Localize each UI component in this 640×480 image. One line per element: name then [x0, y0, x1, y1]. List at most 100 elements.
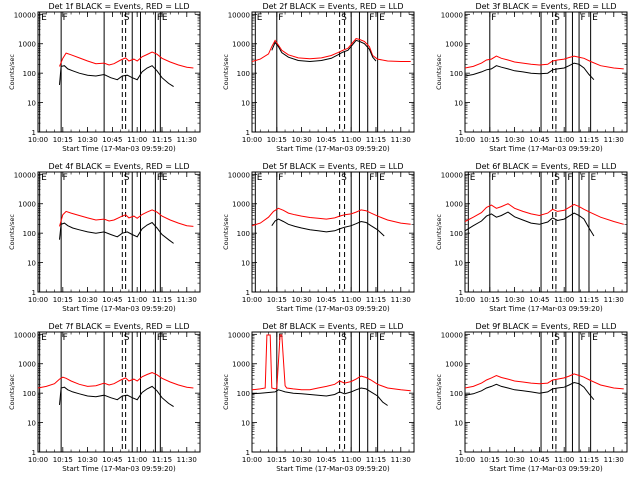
event-marker-label: F [369, 13, 374, 23]
panel-det-2: Det 2f BLACK = Events, RED = LLD 1 10 100 10… [222, 2, 415, 153]
x-tick-label: 11:00 [554, 296, 574, 304]
y-tick-label: 10000 [14, 331, 36, 339]
plot-frame [37, 171, 201, 293]
x-tick-label: 11:30 [604, 456, 624, 464]
x-tick-label: 10:00 [28, 296, 48, 304]
event-marker-label: E [590, 173, 596, 183]
x-axis-label: Start Time (17-Mar-03 09:59:20) [276, 465, 390, 473]
x-tick-label: 10:15 [53, 296, 73, 304]
x-tick-label: 11:30 [177, 296, 197, 304]
x-tick-label: 10:30 [77, 136, 97, 144]
events-series-line [59, 65, 174, 88]
lld-series-line [59, 209, 194, 227]
event-marker-label: E [592, 333, 598, 343]
y-axis-label: Counts/sec [435, 54, 443, 90]
y-tick-label: 10 [241, 100, 250, 108]
y-axis-label: Counts/sec [222, 374, 230, 410]
y-tick-label: 1 [459, 449, 463, 457]
y-tick-label: 1 [32, 289, 36, 297]
event-marker-label: S [124, 173, 130, 183]
plot-frame [464, 11, 628, 133]
events-series-line [59, 221, 174, 244]
event-marker-label: F [157, 173, 162, 183]
y-tick-label: 10 [27, 260, 36, 268]
lld-series-line [59, 51, 194, 69]
event-marker-label: S [124, 13, 130, 23]
x-tick-label: 11:00 [127, 456, 147, 464]
x-axis-label: Start Time (17-Mar-03 09:59:20) [489, 305, 603, 313]
x-tick-label: 10:00 [28, 136, 48, 144]
x-tick-label: 10:00 [242, 456, 262, 464]
y-tick-label: 1000 [445, 41, 463, 49]
x-tick-label: 11:15 [579, 296, 599, 304]
x-tick-label: 10:00 [242, 296, 262, 304]
x-tick-label: 11:30 [391, 296, 411, 304]
y-tick-label: 1 [246, 449, 250, 457]
events-series-line [271, 218, 385, 237]
panel-det-1: Det 1f BLACK = Events, RED = LLD 1 10 100 10… [8, 2, 201, 153]
x-tick-label: 10:30 [504, 136, 524, 144]
y-tick-label: 10 [27, 420, 36, 428]
x-tick-label: 10:30 [77, 456, 97, 464]
y-tick-label: 1000 [18, 361, 36, 369]
x-tick-label: 11:30 [177, 136, 197, 144]
event-marker-label: E [592, 13, 598, 23]
event-marker-label: S [124, 333, 130, 343]
events-series-line [464, 62, 595, 81]
event-marker-label: E [41, 173, 47, 183]
event-marker-label: F [157, 333, 162, 343]
x-tick-label: 10:45 [529, 296, 549, 304]
y-tick-label: 10000 [14, 11, 36, 19]
x-tick-label: 11:30 [604, 296, 624, 304]
panel-det-8: Det 8f BLACK = Events, RED = LLD 1 10 100 10… [222, 322, 415, 473]
lld-series-line [251, 38, 411, 62]
event-marker-label: E [162, 13, 168, 23]
x-axis-label: Start Time (17-Mar-03 09:59:20) [62, 145, 176, 153]
y-tick-label: 10000 [228, 331, 250, 339]
event-marker-label: F [581, 13, 586, 23]
x-tick-label: 11:00 [341, 296, 361, 304]
lld-series-line [464, 373, 624, 390]
x-tick-label: 10:15 [480, 136, 500, 144]
x-tick-label: 10:45 [529, 136, 549, 144]
x-tick-label: 10:00 [242, 136, 262, 144]
x-tick-label: 11:15 [152, 296, 172, 304]
event-marker-label: E [41, 333, 47, 343]
event-marker-label: E [257, 13, 263, 23]
x-tick-label: 11:15 [579, 136, 599, 144]
x-tick-label: 10:15 [267, 136, 287, 144]
event-marker-label: S [341, 333, 347, 343]
panel-title: Det 6f BLACK = Events, RED = LLD [475, 162, 616, 171]
x-tick-label: 10:00 [28, 456, 48, 464]
y-tick-label: 10000 [228, 171, 250, 179]
x-tick-label: 10:45 [316, 296, 336, 304]
y-tick-label: 10 [27, 100, 36, 108]
panel-title: Det 1f BLACK = Events, RED = LLD [48, 2, 189, 11]
y-tick-label: 100 [237, 70, 250, 78]
x-tick-label: 10:30 [504, 456, 524, 464]
x-tick-label: 10:15 [267, 456, 287, 464]
y-tick-label: 100 [237, 390, 250, 398]
event-marker-label: E [257, 173, 263, 183]
x-tick-label: 11:15 [366, 296, 386, 304]
x-tick-label: 10:45 [316, 136, 336, 144]
y-tick-label: 1000 [18, 201, 36, 209]
y-tick-label: 10 [454, 420, 463, 428]
event-marker-label: F [369, 333, 374, 343]
event-marker-label: F [581, 173, 586, 183]
y-tick-label: 1000 [445, 361, 463, 369]
x-tick-label: 10:00 [455, 296, 475, 304]
event-marker-label: E [379, 173, 385, 183]
lld-series-line [251, 334, 411, 392]
event-marker-label: E [470, 173, 476, 183]
y-tick-label: 10000 [441, 171, 463, 179]
x-tick-label: 10:15 [480, 456, 500, 464]
panel-det-9: Det 9f BLACK = Events, RED = LLD 1 10 100 10… [435, 322, 628, 473]
y-axis-label: Counts/sec [222, 214, 230, 250]
x-tick-label: 10:15 [480, 296, 500, 304]
x-tick-label: 10:45 [102, 136, 122, 144]
x-tick-label: 11:30 [177, 456, 197, 464]
x-axis-label: Start Time (17-Mar-03 09:59:20) [276, 305, 390, 313]
panel-det-4: Det 4f BLACK = Events, RED = LLD 1 10 100 10… [8, 162, 201, 313]
y-tick-label: 100 [23, 230, 36, 238]
